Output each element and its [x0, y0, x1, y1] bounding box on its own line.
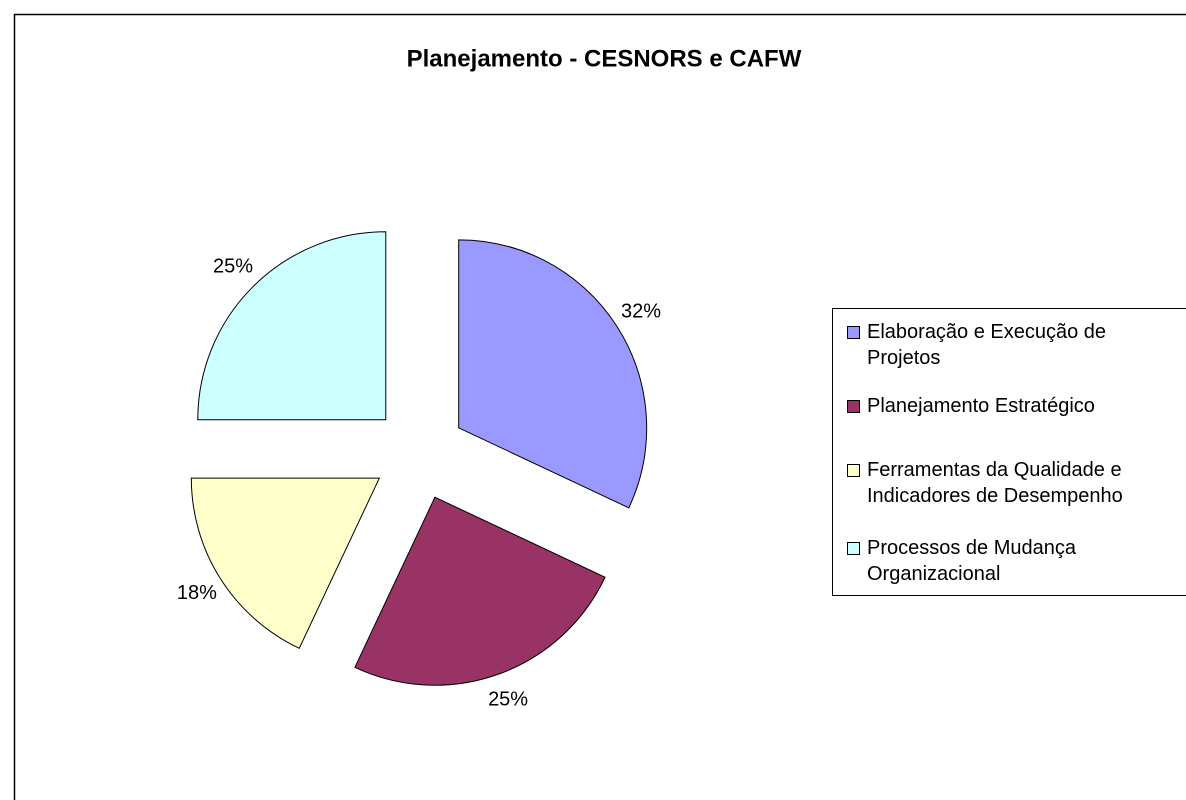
pie-slice: [190, 477, 381, 649]
legend-label: Planejamento Estratégico: [867, 395, 1095, 417]
legend-item: Processos de Mudança Organizacional: [847, 535, 1177, 587]
data-label: 32%: [621, 300, 661, 322]
data-label: 18%: [177, 582, 217, 604]
data-label: 25%: [213, 255, 253, 277]
data-label: 25%: [488, 689, 528, 711]
legend-item: Ferramentas da Qualidade e Indicadores d…: [847, 457, 1177, 509]
legend: Elaboração e Execução de Projetos Planeja…: [832, 308, 1186, 596]
legend-swatch: [847, 400, 860, 413]
legend-swatch: [847, 464, 860, 477]
legend-item: Planejamento Estratégico: [847, 393, 1177, 419]
legend-item: Elaboração e Execução de Projetos: [847, 319, 1177, 371]
legend-label: Processos de Mudança Organizacional: [867, 537, 1077, 585]
pie-slice: [458, 239, 648, 509]
legend-swatch: [847, 326, 860, 339]
legend-label: Elaboração e Execução de Projetos: [867, 321, 1107, 369]
pie-slice: [197, 231, 387, 421]
legend-label: Ferramentas da Qualidade e Indicadores d…: [867, 459, 1123, 507]
chart-title: Planejamento - CESNORS e CAFW: [407, 45, 802, 72]
pie-slice: [354, 496, 606, 686]
legend-swatch: [847, 542, 860, 555]
